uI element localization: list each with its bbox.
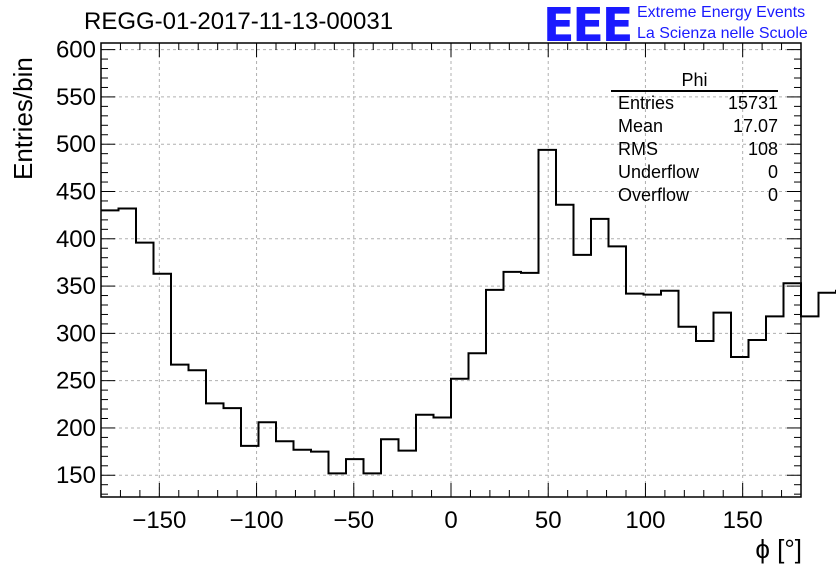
x-tick-label: −100 [230, 507, 284, 534]
x-tick-label: 150 [723, 507, 763, 534]
histogram-bin [766, 316, 784, 497]
histogram-line [101, 148, 836, 475]
histogram-bin [661, 291, 679, 497]
stats-label: Underflow [618, 162, 700, 182]
logo-tagline-2: La Scienza nelle Scuole [637, 25, 808, 42]
histogram-bin [626, 294, 644, 497]
chart-title: REGG-01-2017-11-13-00031 [84, 8, 394, 35]
histogram-bin [591, 219, 609, 497]
y-tick-label: 550 [56, 84, 96, 111]
histogram-bin [206, 403, 224, 497]
y-tick-label: 450 [56, 178, 96, 205]
y-tick-label: 350 [56, 273, 96, 300]
x-tick-label: −150 [132, 507, 186, 534]
histogram-bin [136, 243, 154, 497]
y-tick-label: 400 [56, 226, 96, 253]
stats-label: RMS [618, 139, 658, 159]
histogram-bin [679, 327, 697, 497]
stats-box: Phi Entries 15731 Mean 17.07 RMS 108 Und… [611, 70, 778, 207]
histogram-bin [521, 273, 539, 497]
histogram-bin [381, 439, 399, 497]
stats-row: Entries 15731 [611, 92, 778, 115]
histogram-bin [749, 340, 767, 497]
histogram-bin [346, 459, 364, 497]
histogram-bin [504, 272, 522, 497]
histogram-bin [539, 150, 557, 497]
stats-value: 0 [767, 162, 778, 182]
y-tick-label: 150 [56, 462, 96, 489]
histogram-bin [434, 418, 452, 497]
histogram-bin [101, 210, 119, 497]
histogram-bin [311, 452, 329, 497]
histogram-bin [574, 255, 592, 497]
histogram-bin [294, 450, 312, 497]
x-tick-label: 100 [625, 507, 665, 534]
stats-value: 0 [767, 185, 778, 205]
histogram-bin [259, 422, 277, 497]
histogram-bin [416, 415, 434, 497]
histogram-bin [119, 209, 137, 497]
y-tick-label: 200 [56, 415, 96, 442]
x-axis-label: ϕ [°] [755, 534, 802, 564]
histogram-bin [276, 441, 294, 497]
stats-row: Underflow 0 [611, 161, 778, 184]
histogram-bin [609, 246, 627, 497]
histogram-bin [556, 205, 574, 497]
stats-value: 15731 [727, 93, 778, 113]
eee-logo: EEE [543, 0, 633, 52]
histogram-bin [224, 408, 242, 497]
histogram-bin [399, 451, 417, 497]
stats-label: Entries [618, 93, 675, 113]
histogram-bin [696, 341, 714, 497]
y-tick-label: 250 [56, 368, 96, 395]
x-tick-label: −50 [333, 507, 374, 534]
histogram-bin [469, 353, 487, 497]
stats-row: RMS 108 [611, 138, 778, 161]
histogram-bin [486, 290, 504, 497]
x-tick-label: 0 [444, 507, 457, 534]
stats-label: Overflow [618, 185, 690, 205]
histogram-bin [801, 316, 819, 497]
histogram-bin [189, 370, 207, 497]
stats-value: 108 [747, 139, 778, 159]
y-tick-label: 300 [56, 320, 96, 347]
stats-box-title: Phi [611, 70, 778, 92]
histogram-bin [241, 446, 259, 497]
x-tick-label: 50 [535, 507, 562, 534]
histogram-bin [364, 473, 382, 497]
histogram-bin [714, 313, 732, 497]
histogram-bin [451, 379, 469, 497]
histogram-bin [329, 473, 347, 497]
histogram-bin [819, 293, 836, 497]
logo-tagline-1: Extreme Energy Events [637, 4, 806, 21]
y-tick-label: 600 [56, 37, 96, 64]
y-axis-label: Entries/bin [8, 57, 38, 180]
stats-row: Overflow 0 [611, 184, 778, 207]
histogram-bin [731, 357, 749, 497]
histogram-bin [154, 274, 172, 497]
stats-label: Mean [618, 116, 664, 136]
histogram-bin [644, 295, 662, 497]
stats-value: 17.07 [732, 116, 778, 136]
y-tick-label: 500 [56, 131, 96, 158]
stats-row: Mean 17.07 [611, 115, 778, 138]
histogram-bin [171, 365, 189, 497]
